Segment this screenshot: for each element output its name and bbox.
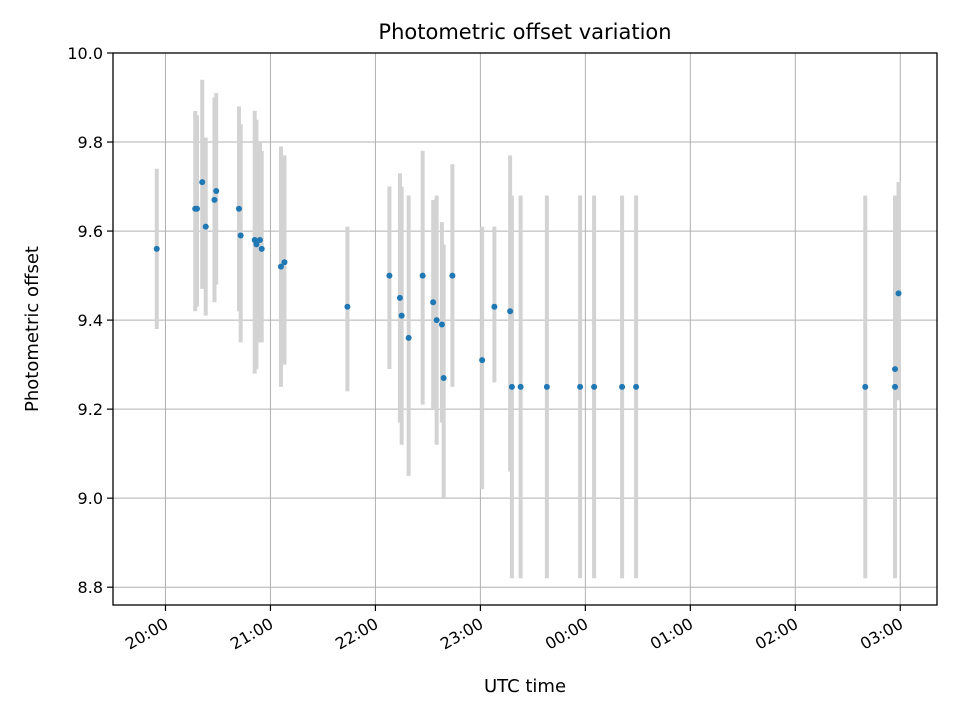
data-point [517, 383, 524, 390]
data-point [199, 179, 206, 186]
data-point [213, 188, 220, 194]
plot-frame [112, 52, 938, 606]
data-point [193, 205, 200, 212]
data-points [153, 179, 902, 390]
data-point [508, 383, 515, 390]
data-point [405, 334, 412, 341]
y-tick-label: 9.0 [78, 489, 103, 508]
data-point [619, 383, 626, 390]
data-point [449, 272, 456, 279]
data-point [235, 205, 242, 212]
data-point [344, 303, 351, 310]
data-point [256, 236, 263, 243]
data-point [277, 263, 284, 270]
data-point [633, 383, 640, 390]
data-point [419, 272, 426, 279]
data-point [398, 312, 405, 319]
y-tick-label: 10.0 [67, 44, 103, 63]
data-point [386, 272, 393, 279]
data-point [153, 245, 160, 252]
y-axis-label: Photometric offset [22, 246, 43, 412]
y-tick-label: 9.8 [78, 133, 103, 152]
y-tick-label: 8.8 [78, 578, 103, 597]
data-point [892, 383, 899, 390]
data-point [440, 374, 447, 381]
y-tick-label: 9.2 [78, 400, 103, 419]
y-tick-label: 9.4 [78, 311, 103, 330]
y-tick-label: 9.6 [78, 222, 103, 241]
data-point [507, 308, 514, 315]
data-point [577, 383, 584, 390]
data-point [892, 366, 899, 373]
data-point [237, 232, 244, 239]
data-point [202, 223, 209, 230]
data-point [253, 241, 260, 248]
data-point [591, 383, 598, 390]
data-point [862, 383, 869, 390]
chart-title: Photometric offset variation [378, 20, 671, 44]
data-point [211, 196, 218, 203]
data-point [543, 383, 550, 390]
data-point [258, 245, 265, 252]
data-point [281, 259, 288, 266]
data-point [491, 303, 498, 310]
data-point [433, 317, 440, 324]
data-point [438, 321, 445, 328]
data-point [479, 357, 486, 364]
data-point [396, 294, 403, 301]
y-axis: 8.8 9.0 9.2 9.4 9.6 9.8 10.0 [67, 44, 113, 597]
data-point [430, 299, 437, 306]
x-axis-label: UTC time [484, 676, 566, 697]
data-point [895, 290, 902, 297]
